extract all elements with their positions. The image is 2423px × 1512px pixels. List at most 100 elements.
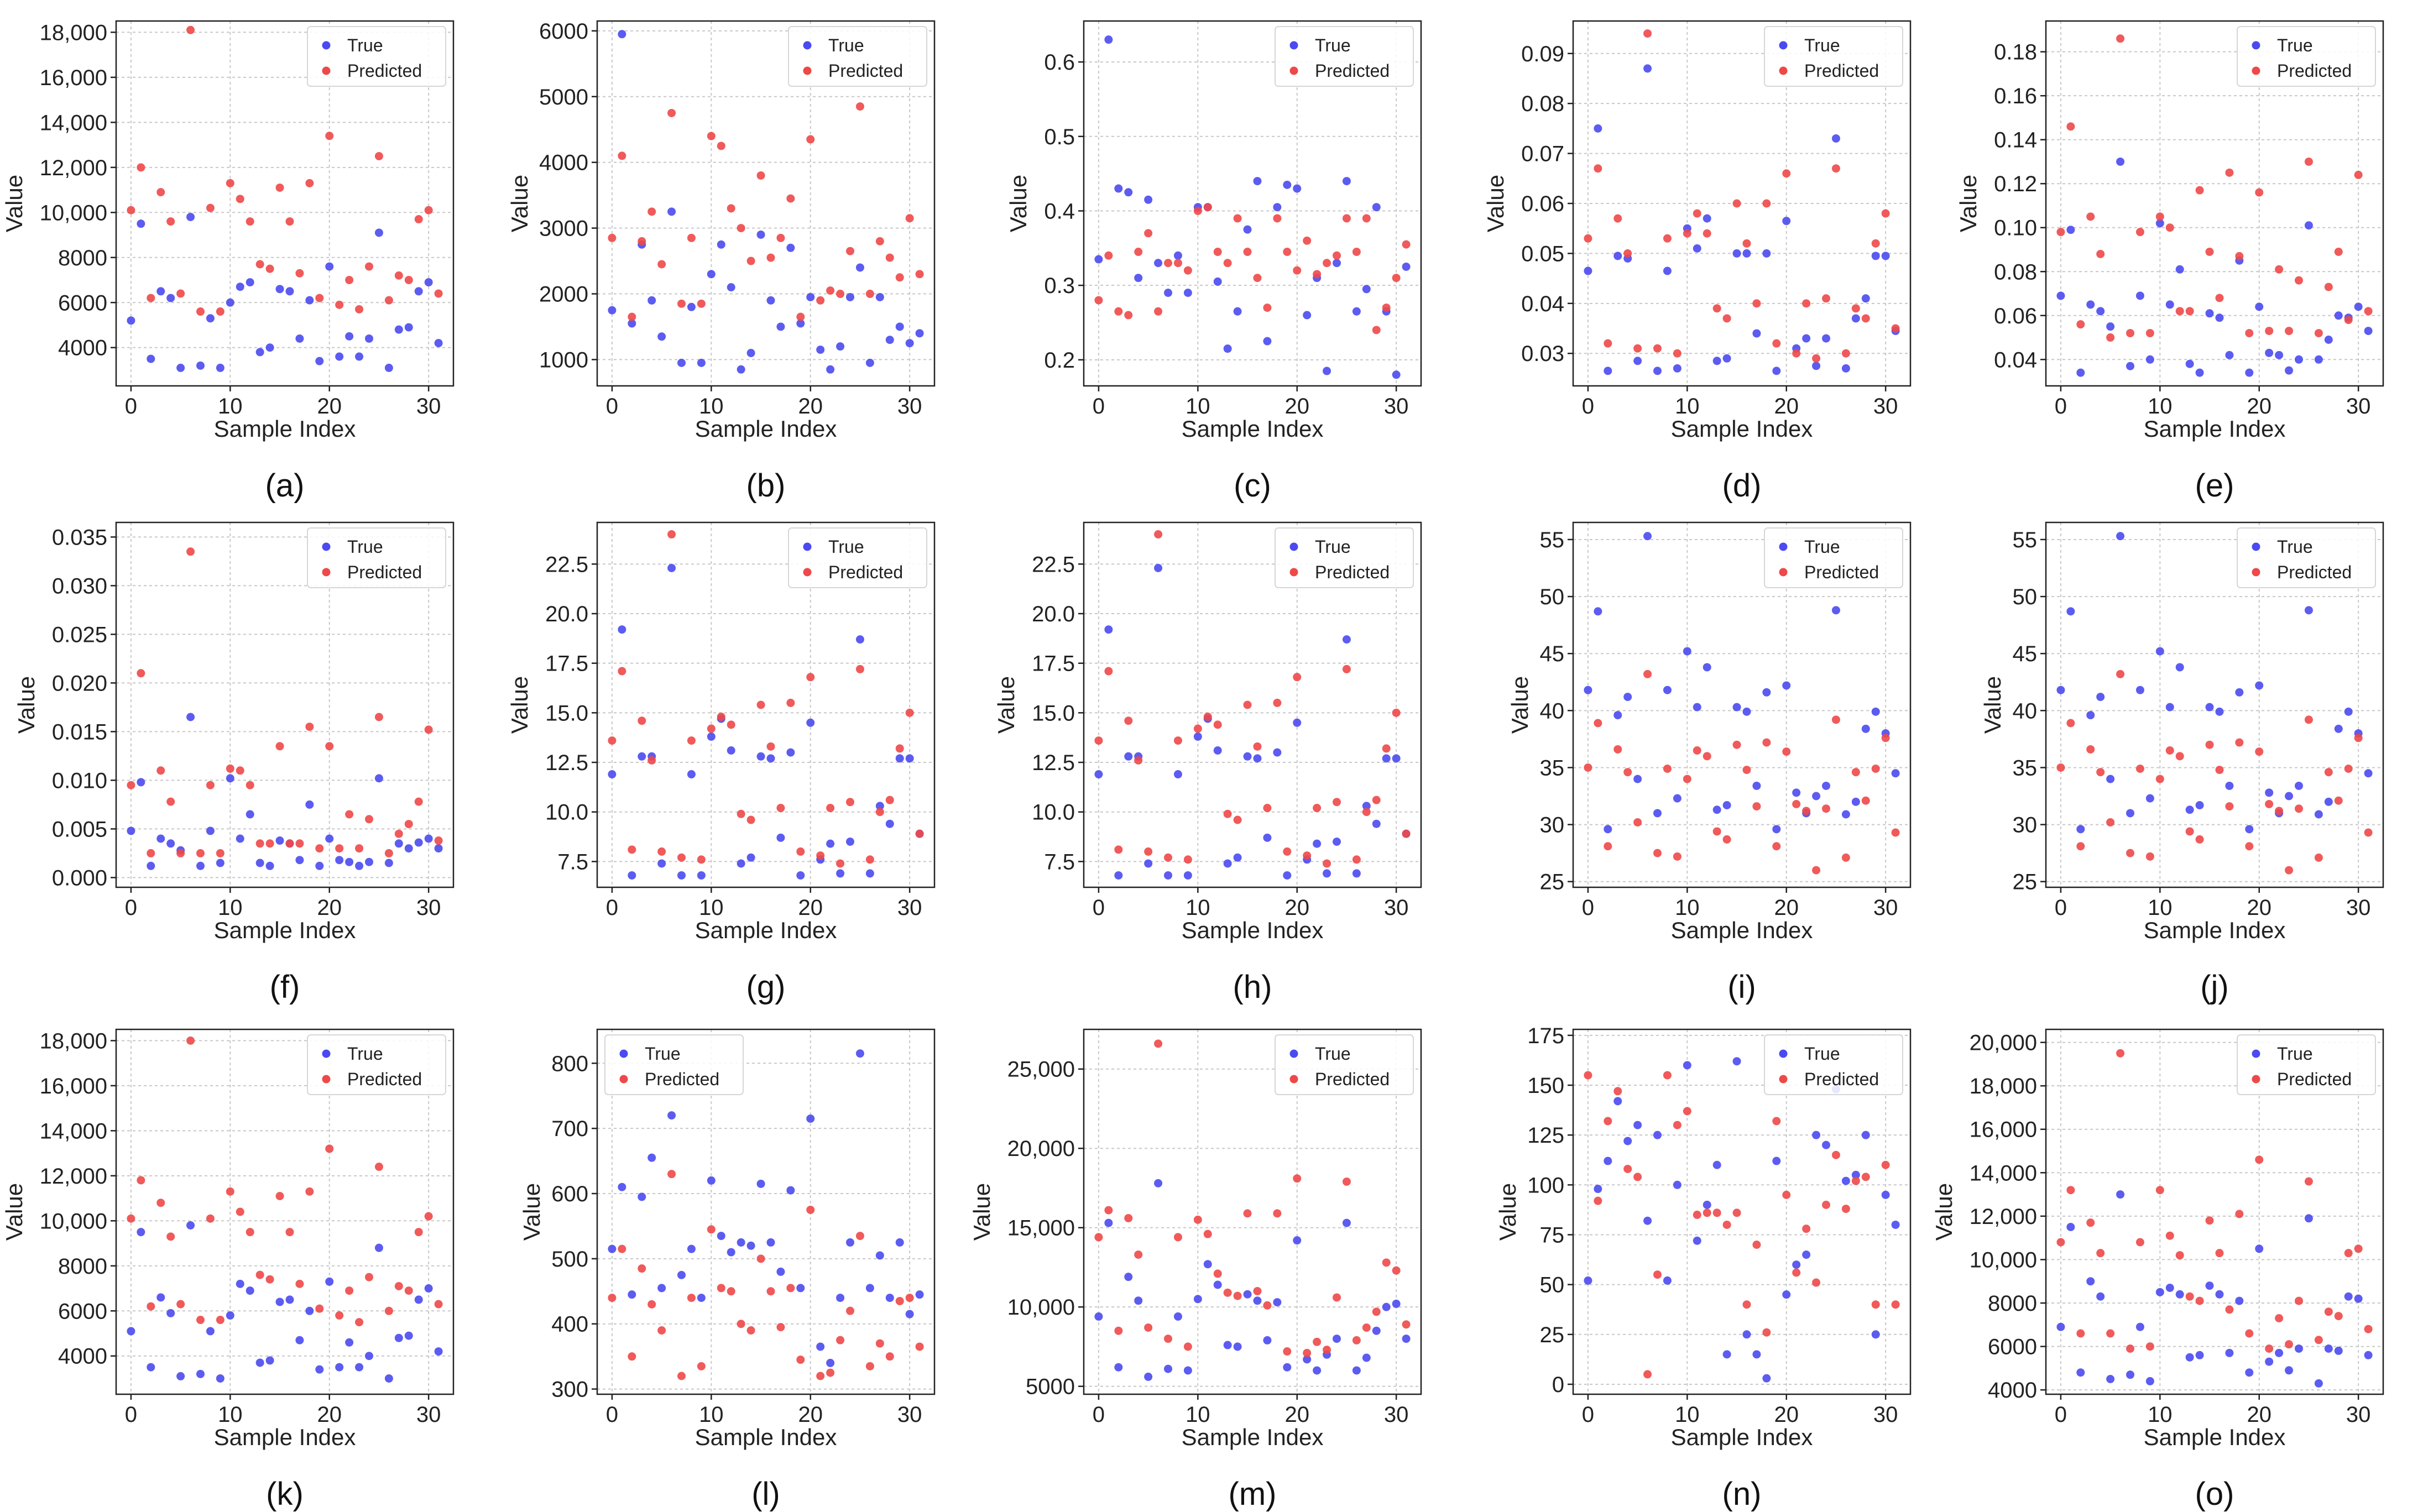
y-tick-label: 75 <box>1540 1223 1565 1247</box>
predicted-point <box>206 203 215 212</box>
true-point <box>1164 289 1172 297</box>
true-point <box>275 1298 284 1306</box>
true-point <box>2364 1351 2373 1359</box>
true-point <box>265 343 274 352</box>
y-tick-label: 0.09 <box>1521 42 1564 66</box>
predicted-point <box>315 294 324 302</box>
subplot-caption: (h) <box>1233 969 1272 1005</box>
true-point <box>147 354 155 363</box>
predicted-point <box>875 237 884 245</box>
predicted-point <box>2056 1238 2065 1247</box>
predicted-point <box>608 233 617 242</box>
y-tick-label: 0.06 <box>1994 304 2037 328</box>
plot-frame <box>1083 521 1422 888</box>
predicted-point <box>1871 765 1880 773</box>
y-tick-label: 55 <box>1540 528 1565 552</box>
true-point <box>1223 344 1232 353</box>
true-point <box>1273 748 1282 757</box>
predicted-point <box>2275 807 2284 815</box>
predicted-point <box>176 849 185 857</box>
predicted-point <box>2096 768 2105 777</box>
legend-true-marker <box>1779 41 1788 50</box>
subplot-caption: (m) <box>1229 1476 1277 1512</box>
true-point <box>1891 1220 1900 1229</box>
true-point <box>2106 1375 2115 1383</box>
predicted-point <box>796 312 805 321</box>
predicted-point <box>1173 736 1182 745</box>
true-point <box>315 1365 324 1374</box>
y-tick-label: 500 <box>551 1247 588 1272</box>
predicted-point <box>1604 842 1612 851</box>
predicted-point <box>255 1270 264 1279</box>
true-point <box>657 1284 666 1293</box>
true-point <box>1861 1131 1870 1139</box>
predicted-point <box>2255 188 2264 197</box>
legend: True Predicted <box>1275 1034 1414 1095</box>
true-point <box>1094 255 1103 264</box>
true-point <box>1164 871 1172 880</box>
predicted-point <box>2255 1155 2264 1164</box>
y-tick-label: 16,000 <box>1970 1118 2037 1142</box>
legend: True Predicted <box>1764 527 1903 588</box>
y-tick-label: 18,000 <box>1970 1074 2037 1098</box>
predicted-point <box>1303 236 1312 245</box>
true-point <box>1673 794 1682 803</box>
predicted-point <box>156 766 165 775</box>
true-point <box>628 871 636 880</box>
legend-predicted-label: Predicted <box>347 61 422 81</box>
true-point <box>1342 635 1351 644</box>
predicted-point <box>2364 828 2373 837</box>
legend-true-marker <box>322 1049 331 1058</box>
predicted-point <box>677 299 686 308</box>
predicted-point <box>2285 1340 2294 1349</box>
predicted-point <box>137 669 145 678</box>
y-tick-label: 0.18 <box>1994 40 2037 65</box>
true-point <box>2334 724 2343 733</box>
true-point <box>1263 1336 1272 1344</box>
subplot-caption: (j) <box>2200 969 2229 1005</box>
predicted-point <box>1203 1230 1212 1238</box>
x-tick-label: 0 <box>2055 394 2067 418</box>
predicted-point <box>2066 719 2075 728</box>
y-tick-label: 12,000 <box>40 1164 107 1189</box>
true-point <box>1173 1312 1182 1321</box>
y-tick-label: 600 <box>551 1182 588 1206</box>
predicted-point <box>816 1372 825 1380</box>
predicted-point <box>1732 199 1741 208</box>
true-point <box>2334 311 2343 320</box>
predicted-point <box>667 108 676 117</box>
legend-true-marker <box>1289 1049 1298 1058</box>
true-point <box>816 346 825 354</box>
y-tick-label: 20.0 <box>545 602 588 626</box>
true-point <box>1173 770 1182 779</box>
predicted-point <box>206 781 215 789</box>
true-point <box>1841 1176 1850 1185</box>
true-point <box>1851 797 1860 806</box>
predicted-point <box>127 1214 135 1223</box>
true-point <box>687 1244 696 1253</box>
legend-predicted-label: Predicted <box>828 562 903 582</box>
true-point <box>1154 564 1163 572</box>
predicted-point <box>1293 1174 1302 1183</box>
true-point <box>786 1186 795 1195</box>
predicted-point <box>846 1306 854 1315</box>
y-tick-label: 25 <box>2013 870 2038 894</box>
true-point <box>2304 1214 2313 1223</box>
predicted-point <box>2165 1231 2174 1240</box>
y-tick-label: 10,000 <box>1970 1248 2037 1272</box>
predicted-point <box>2245 842 2254 851</box>
legend-true-label: True <box>347 537 383 557</box>
predicted-point <box>1594 1196 1602 1205</box>
predicted-point <box>2086 212 2095 221</box>
true-point <box>2116 1190 2125 1199</box>
true-point <box>697 1294 706 1302</box>
predicted-point <box>414 215 423 224</box>
true-point <box>1822 334 1830 343</box>
predicted-point <box>737 224 745 233</box>
true-point <box>2215 1290 2224 1299</box>
predicted-point <box>2165 746 2174 755</box>
legend-true-marker <box>803 41 812 50</box>
y-axis-label: Value <box>506 175 532 232</box>
predicted-point <box>657 260 666 269</box>
predicted-point <box>2185 827 2194 836</box>
